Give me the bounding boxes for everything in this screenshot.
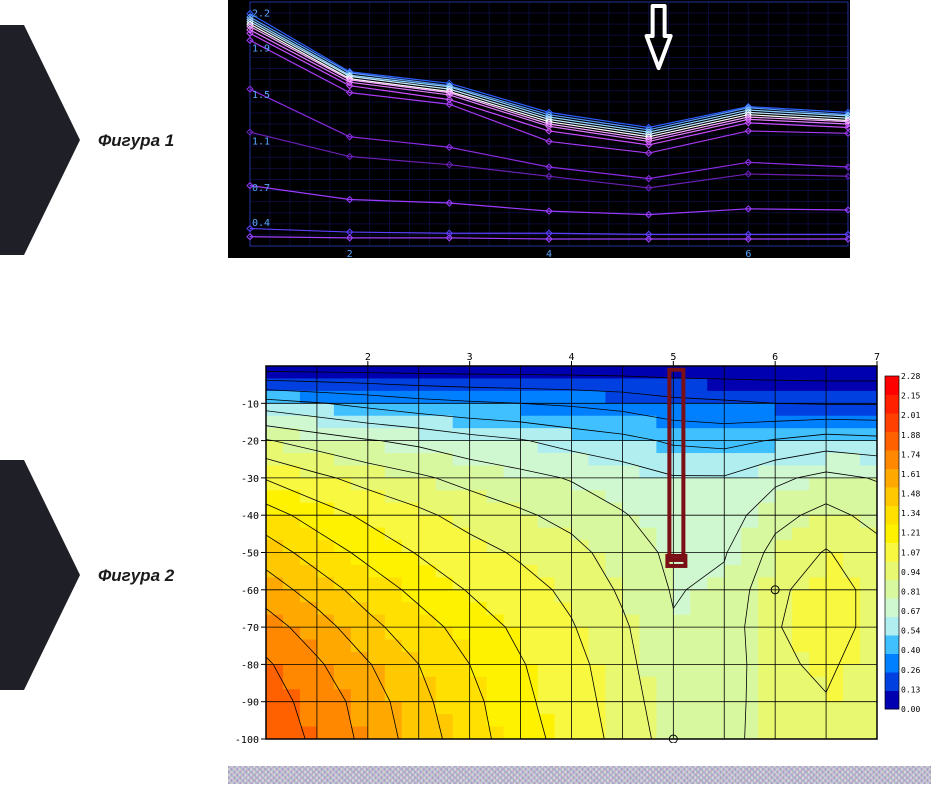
svg-text:-40: -40 [241, 511, 259, 522]
svg-text:2: 2 [365, 352, 371, 363]
svg-text:0.54: 0.54 [901, 627, 920, 636]
svg-text:3: 3 [467, 352, 473, 363]
svg-text:6: 6 [745, 249, 751, 258]
svg-text:1.74: 1.74 [901, 450, 920, 459]
svg-text:1.9: 1.9 [252, 43, 270, 54]
svg-text:-30: -30 [241, 474, 259, 485]
svg-text:2.15: 2.15 [901, 392, 920, 401]
svg-text:-50: -50 [241, 549, 259, 560]
noise-strip [228, 766, 931, 784]
figure1-label: Фигура 1 [98, 131, 174, 151]
svg-text:-70: -70 [241, 623, 259, 634]
svg-text:2.01: 2.01 [901, 411, 920, 420]
svg-text:0.7: 0.7 [252, 183, 270, 194]
svg-text:-90: -90 [241, 698, 259, 709]
svg-text:1.1: 1.1 [252, 136, 270, 147]
svg-text:-100: -100 [235, 735, 259, 743]
svg-text:0.40: 0.40 [901, 646, 920, 655]
heatmap-chart: 2 3 4 5 6 7 -10 -20 -30 -40 -50 -60 -70 -80 -90 -100 0.0… [228, 348, 931, 743]
svg-text:0.26: 0.26 [901, 666, 920, 675]
svg-text:1.34: 1.34 [901, 509, 920, 518]
svg-text:0.13: 0.13 [901, 685, 920, 694]
svg-text:-60: -60 [241, 586, 259, 597]
svg-text:-20: -20 [241, 437, 259, 448]
svg-text:0.81: 0.81 [901, 587, 920, 596]
svg-text:4: 4 [546, 249, 552, 258]
svg-text:1.21: 1.21 [901, 529, 920, 538]
line-chart: 0.4 0.7 1.1 1.5 1.9 2.2 2 4 6 [228, 0, 850, 258]
pentagon-marker-2 [0, 460, 80, 690]
pentagon-marker-1 [0, 25, 80, 255]
svg-text:7: 7 [874, 352, 880, 363]
svg-text:6: 6 [772, 352, 778, 363]
svg-text:-10: -10 [241, 399, 259, 410]
svg-text:1.88: 1.88 [901, 431, 920, 440]
svg-text:2.28: 2.28 [901, 372, 920, 381]
svg-text:0.67: 0.67 [901, 607, 920, 616]
svg-text:-80: -80 [241, 660, 259, 671]
svg-text:1.5: 1.5 [252, 90, 270, 101]
svg-text:2.2: 2.2 [252, 9, 270, 20]
svg-text:4: 4 [568, 352, 574, 363]
svg-text:1.07: 1.07 [901, 548, 920, 557]
svg-text:5: 5 [670, 352, 676, 363]
svg-text:0.00: 0.00 [901, 705, 920, 714]
svg-text:2: 2 [347, 249, 353, 258]
svg-text:1.48: 1.48 [901, 490, 920, 499]
svg-text:0.94: 0.94 [901, 568, 920, 577]
svg-text:0.4: 0.4 [252, 218, 270, 229]
svg-text:1.61: 1.61 [901, 470, 920, 479]
figure2-label: Фигура 2 [98, 566, 174, 586]
